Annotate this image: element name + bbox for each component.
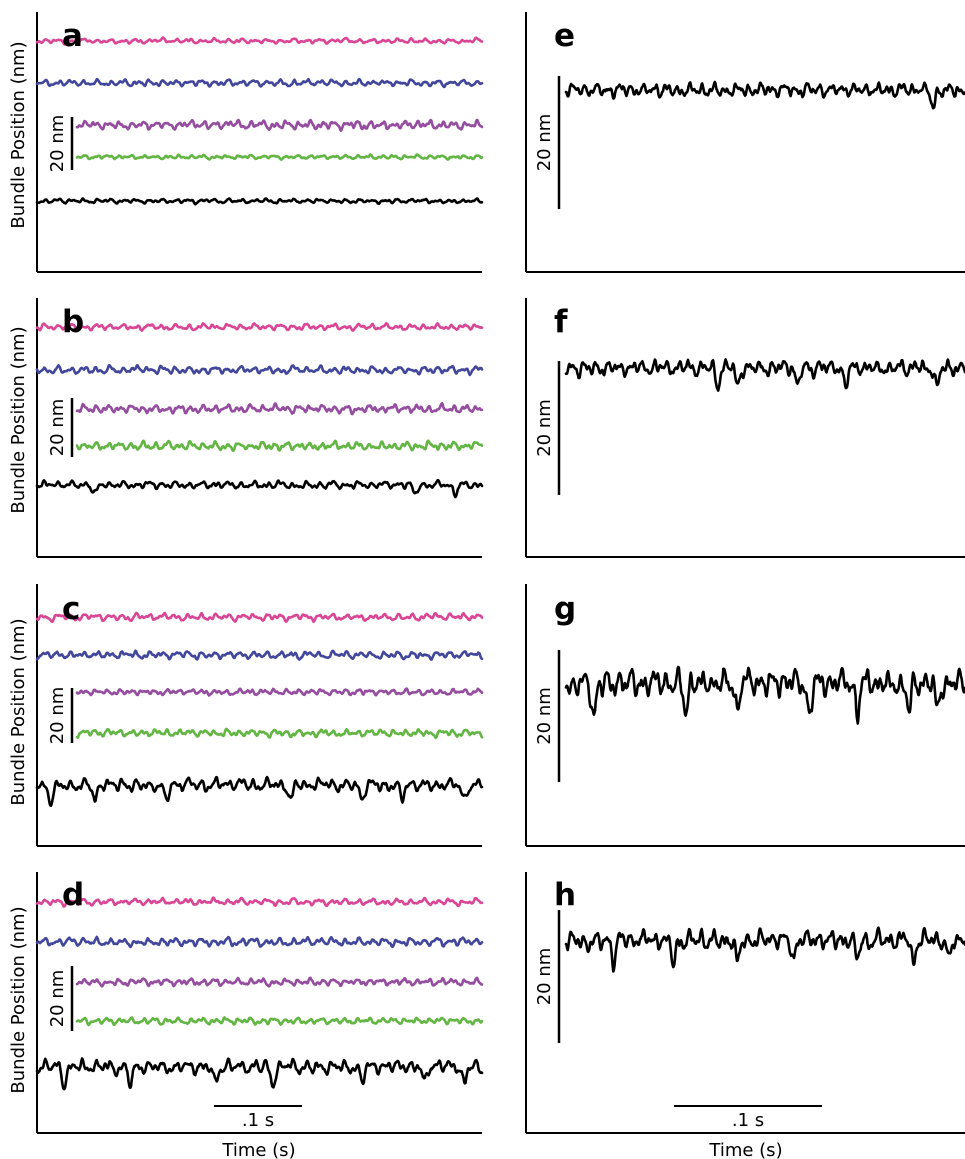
scalebar-label-f: 20 nm	[534, 399, 555, 457]
scalebar-label-g: 20 nm	[534, 687, 555, 745]
trace-d-pink	[35, 896, 484, 908]
ylabel-b: Bundle Position (nm)	[8, 326, 29, 513]
trace-b-blue	[35, 364, 484, 377]
panel-letter-b: b	[62, 304, 84, 340]
xlabel-right: Time (s)	[708, 1140, 782, 1159]
trace-c-black	[35, 775, 484, 807]
trace-b-purple	[75, 402, 484, 416]
panel-letter-f: f	[554, 304, 568, 340]
scalebar-label-a: 20 nm	[47, 115, 68, 173]
trace-a-pink	[35, 36, 484, 46]
panel-g: 20 nm g	[525, 584, 965, 847]
trace-d-purple	[75, 976, 484, 988]
trace-a-blue	[35, 77, 484, 89]
trace-c-green	[75, 727, 484, 740]
panel-letter-g: g	[554, 591, 576, 627]
xlabel-left: Time (s)	[221, 1140, 295, 1159]
trace-f-black	[564, 358, 965, 392]
panel-e: 20 nm e	[525, 12, 965, 273]
scalebar-label-b: 20 nm	[47, 399, 68, 457]
trace-d-blue	[35, 935, 484, 949]
trace-g-black	[564, 665, 965, 725]
trace-d-green	[75, 1016, 484, 1027]
ylabel-d: Bundle Position (nm)	[8, 906, 29, 1093]
trace-a-black	[35, 197, 484, 206]
trace-a-purple	[75, 118, 484, 132]
trace-b-green	[75, 439, 484, 452]
trace-c-blue	[35, 649, 484, 661]
panel-letter-e: e	[554, 18, 575, 54]
trace-b-black	[35, 478, 484, 499]
panel-b: 20 nm b	[35, 298, 484, 558]
panel-letter-c: c	[62, 591, 80, 627]
trace-b-pink	[35, 322, 484, 332]
scalebar-label-e: 20 nm	[534, 114, 555, 172]
trace-c-pink	[35, 611, 484, 624]
ylabel-a: Bundle Position (nm)	[8, 41, 29, 228]
trace-e-black	[564, 80, 965, 110]
panel-c: 20 nm c	[35, 584, 484, 847]
panel-h: 20 nm h	[525, 872, 965, 1134]
scalebar-label-c: 20 nm	[47, 687, 68, 745]
trace-d-black	[35, 1057, 484, 1091]
trace-a-green	[75, 153, 484, 161]
panel-letter-h: h	[554, 877, 576, 913]
panel-letter-a: a	[62, 18, 83, 54]
scalebar-label-d: 20 nm	[47, 970, 68, 1028]
trace-c-purple	[75, 687, 484, 697]
time-scalebar-left-label: .1 s	[242, 1110, 274, 1131]
panel-d: 20 nm d	[35, 872, 484, 1134]
ylabel-c: Bundle Position (nm)	[8, 618, 29, 805]
time-scalebar-right-label: .1 s	[732, 1110, 764, 1131]
panel-letter-d: d	[62, 877, 84, 913]
panel-f: 20 nm f	[525, 298, 965, 558]
scalebar-label-h: 20 nm	[534, 948, 555, 1006]
trace-h-black	[564, 926, 965, 973]
panel-a: 20 nm a	[35, 12, 484, 273]
